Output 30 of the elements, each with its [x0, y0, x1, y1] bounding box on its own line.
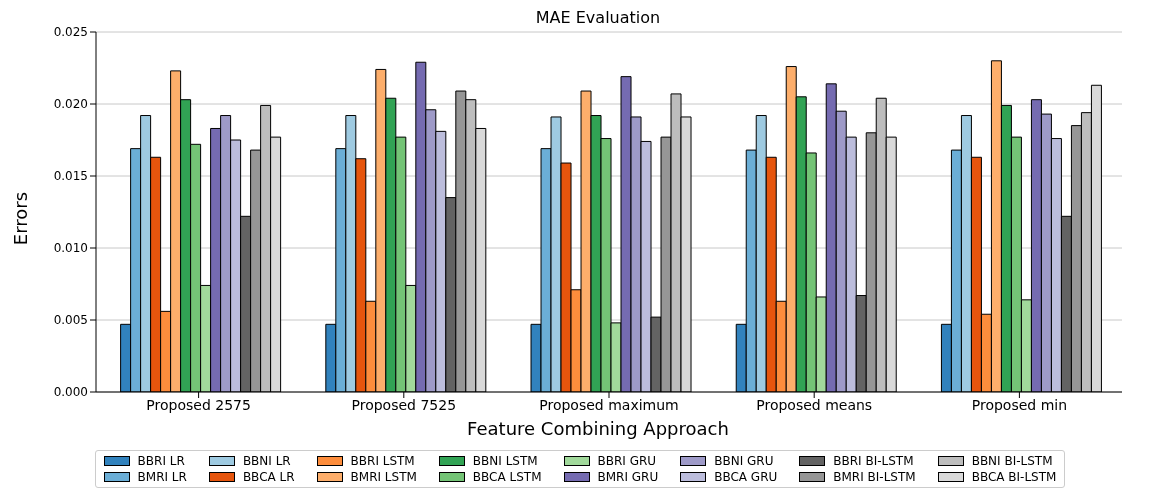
legend-label: BBCA LR	[242, 470, 295, 484]
y-axis-title: Errors	[9, 190, 31, 248]
legend-label: BMRI LR	[137, 470, 187, 484]
legend-label: BMRI BI-LSTM	[833, 470, 916, 484]
legend-label: BMRI GRU	[597, 470, 659, 484]
chart-title: MAE Evaluation	[534, 8, 662, 27]
x-tick-label: Proposed min	[971, 396, 1068, 413]
x-tick-label: Proposed 7525	[351, 396, 457, 413]
legend-label: BBCA BI-LSTM	[971, 470, 1057, 484]
legend-label: BBNI BI-LSTM	[971, 454, 1053, 468]
y-tick-label: 0.015	[53, 169, 88, 184]
y-tick-label: 0.000	[53, 385, 88, 400]
legend-label: BBNI LR	[242, 454, 291, 468]
legend-label: BBCA LSTM	[472, 470, 542, 484]
y-tick-label: 0.020	[53, 97, 88, 112]
x-tick-label: Proposed maximum	[539, 396, 679, 413]
y-tick-label: 0.025	[53, 25, 88, 40]
x-axis-title: Feature Combining Approach	[466, 418, 730, 439]
y-tick-label: 0.010	[53, 241, 88, 256]
legend-label: BMRI LSTM	[350, 470, 417, 484]
legend-label: BBCA GRU	[714, 470, 778, 484]
y-tick-label: 0.005	[53, 313, 88, 328]
legend-label: BBRI LR	[137, 454, 185, 468]
legend-label: BBNI GRU	[714, 454, 774, 468]
legend-label: BBNI LSTM	[472, 454, 538, 468]
x-tick-label: Proposed means	[756, 396, 873, 413]
x-tick-label: Proposed 2575	[146, 396, 251, 413]
legend-label: BBRI LSTM	[350, 454, 415, 468]
legend-label: BBRI GRU	[597, 454, 657, 468]
legend-label: BBRI BI-LSTM	[833, 454, 914, 468]
